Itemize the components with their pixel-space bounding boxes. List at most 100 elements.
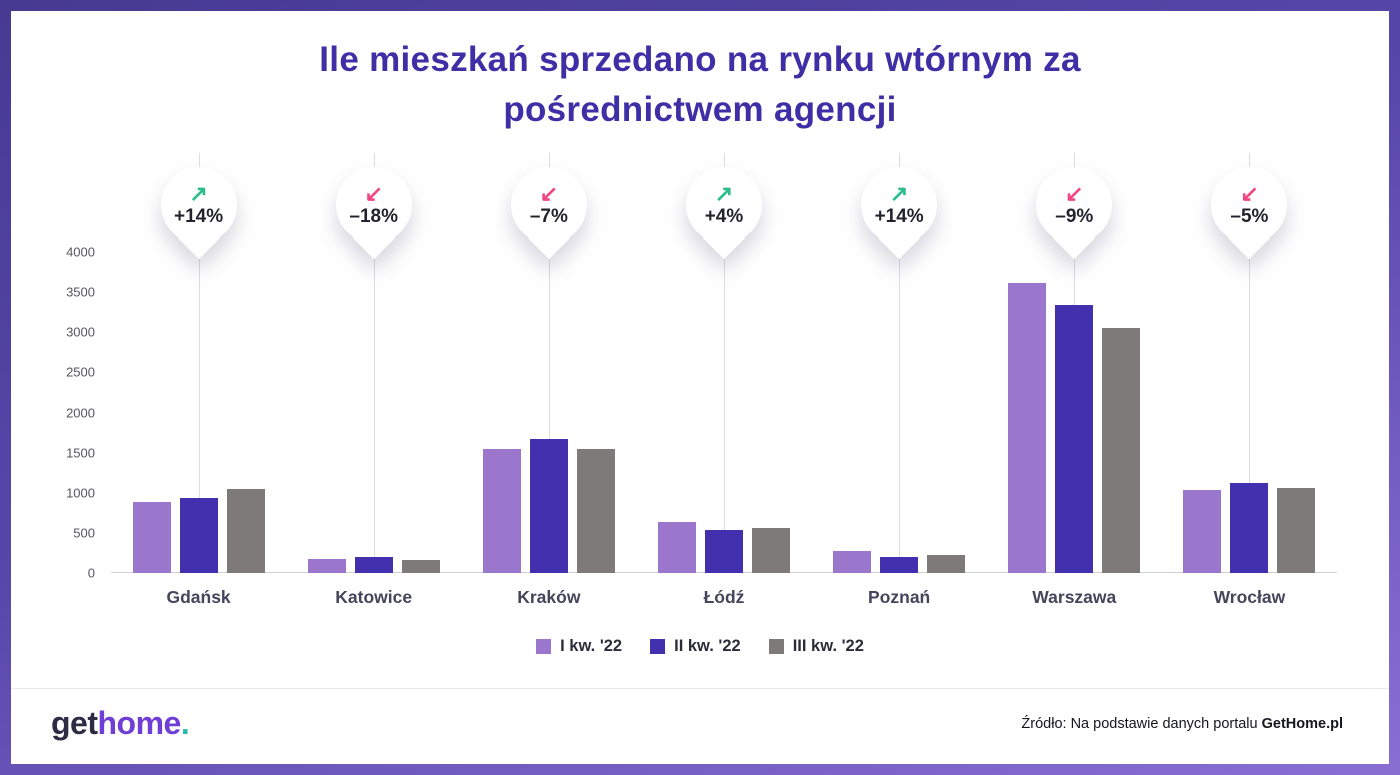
y-tick-3500: 3500 <box>66 284 95 300</box>
gridline <box>723 153 725 573</box>
y-tick-0: 0 <box>87 565 95 581</box>
bar-series3-city6 <box>1277 487 1316 573</box>
bar-series2-city4 <box>880 556 919 573</box>
bar-group <box>833 550 966 573</box>
city-group-5: ↙ –9% Warszawa <box>987 153 1162 607</box>
badge-bubble: ↙ –18% <box>335 167 412 243</box>
source-brand: GetHome.pl <box>1261 715 1343 732</box>
bar-series1-city5 <box>1008 282 1047 573</box>
change-badge-0: ↗ +14% <box>160 167 237 260</box>
bar-series2-city1 <box>354 557 393 573</box>
bar-series2-city6 <box>1230 483 1269 573</box>
y-axis: 4000 3500 3000 2500 2000 1500 1000 500 0 <box>11 153 111 581</box>
bar-chart: 4000 3500 3000 2500 2000 1500 1000 500 0 ↗ +14% Gd… <box>11 153 1389 607</box>
bar-group <box>1183 483 1316 573</box>
badge-percent: +14% <box>174 205 224 227</box>
city-group-0: ↗ +14% Gdańsk <box>111 153 286 607</box>
bar-series2-city3 <box>704 529 743 573</box>
badge-percent: +14% <box>874 205 924 227</box>
x-label-6: Wrocław <box>1213 587 1286 607</box>
arrow-up-right-icon: ↗ <box>189 180 208 206</box>
arrow-up-right-icon: ↗ <box>714 180 734 206</box>
logo-dot: . <box>180 705 190 741</box>
badge-percent: –7% <box>529 205 568 227</box>
gridline <box>373 153 375 573</box>
bar-group <box>657 522 790 573</box>
arrow-down-left-icon: ↙ <box>539 180 559 206</box>
x-label-3: Łódź <box>703 587 745 607</box>
y-tick-1000: 1000 <box>66 485 95 501</box>
y-tick-1500: 1500 <box>66 445 95 461</box>
change-badge-6: ↙ –5% <box>1211 167 1288 260</box>
bar-group <box>307 557 440 573</box>
bar-series3-city0 <box>226 488 265 573</box>
chart-legend: I kw. '22 II kw. '22 III kw. '22 <box>11 637 1389 656</box>
y-tick-3000: 3000 <box>66 324 95 340</box>
gridline <box>899 153 901 573</box>
badge-bubble: ↙ –9% <box>1036 167 1113 243</box>
badge-percent: –5% <box>1230 205 1269 227</box>
city-group-4: ↗ +14% Poznań <box>812 153 987 607</box>
change-badge-3: ↗ +4% <box>685 167 762 260</box>
badge-bubble: ↙ –5% <box>1211 167 1288 243</box>
legend-item-2: III kw. '22 <box>768 637 864 656</box>
gridline <box>198 153 200 573</box>
groups: ↗ +14% Gdańsk ↙ –18% Katowice ↙ –7% Kraków ↗ +4% Łó… <box>111 153 1337 607</box>
bar-series3-city5 <box>1102 328 1141 573</box>
x-label-1: Katowice <box>335 587 413 607</box>
badge-percent: +4% <box>704 205 744 227</box>
city-group-3: ↗ +4% Łódź <box>636 153 811 607</box>
change-badge-1: ↙ –18% <box>335 167 412 260</box>
chart-title-line2: pośrednictwem agencji <box>503 90 897 129</box>
legend-label: II kw. '22 <box>674 637 741 655</box>
legend-swatch <box>650 639 666 654</box>
arrow-up-right-icon: ↗ <box>889 180 909 206</box>
change-badge-5: ↙ –9% <box>1036 167 1113 260</box>
arrow-down-left-icon: ↙ <box>1240 180 1259 206</box>
bar-series1-city0 <box>132 502 171 573</box>
bar-series1-city6 <box>1183 490 1222 573</box>
bar-group <box>1008 282 1141 573</box>
legend-item-1: II kw. '22 <box>650 637 741 656</box>
bar-series1-city2 <box>482 448 521 573</box>
legend-label: I kw. '22 <box>560 637 623 655</box>
source-text: Źródło: Na podstawie danych portalu GetH… <box>1021 716 1343 732</box>
badge-percent: –18% <box>349 205 398 227</box>
arrow-down-left-icon: ↙ <box>1065 180 1084 206</box>
bar-series2-city5 <box>1055 304 1094 573</box>
gridline <box>1249 153 1251 573</box>
logo-text-home: home <box>97 705 182 741</box>
source-prefix: Źródło: Na podstawie danych portalu <box>1021 715 1262 732</box>
chart-title-line1: Ile mieszkań sprzedano na rynku wtórnym … <box>319 40 1081 79</box>
logo-text-get: get <box>51 705 98 741</box>
change-badge-4: ↗ +14% <box>861 167 938 260</box>
bar-group <box>482 438 615 573</box>
legend-swatch <box>768 639 784 654</box>
badge-bubble: ↗ +4% <box>685 167 762 243</box>
bar-series3-city1 <box>401 560 440 573</box>
x-label-0: Gdańsk <box>166 587 231 607</box>
bar-series3-city4 <box>927 554 966 573</box>
badge-bubble: ↗ +14% <box>160 167 237 243</box>
bar-group <box>132 488 265 573</box>
y-tick-500: 500 <box>73 525 95 541</box>
footer: gethome. Źródło: Na podstawie danych por… <box>11 688 1389 764</box>
x-label-2: Kraków <box>517 587 581 607</box>
badge-percent: –9% <box>1055 205 1094 227</box>
gridline <box>548 153 550 573</box>
bar-series2-city0 <box>179 498 218 573</box>
x-label-5: Warszawa <box>1032 587 1117 607</box>
legend-swatch <box>536 639 552 654</box>
legend-label: III kw. '22 <box>792 637 864 655</box>
badge-bubble: ↗ +14% <box>861 167 938 243</box>
legend-item-0: I kw. '22 <box>536 637 622 656</box>
y-tick-2500: 2500 <box>66 364 95 380</box>
bar-series1-city4 <box>833 550 872 573</box>
arrow-down-left-icon: ↙ <box>364 180 383 206</box>
chart-title: Ile mieszkań sprzedano na rynku wtórnym … <box>11 35 1389 135</box>
city-group-2: ↙ –7% Kraków <box>461 153 636 607</box>
bar-series1-city1 <box>307 558 346 573</box>
poster-body: Ile mieszkań sprzedano na rynku wtórnym … <box>11 11 1389 764</box>
change-badge-2: ↙ –7% <box>510 167 587 260</box>
